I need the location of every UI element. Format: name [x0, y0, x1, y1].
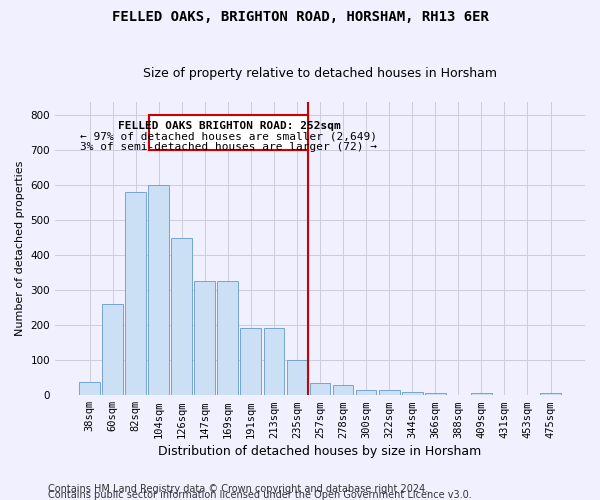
Bar	[402, 392, 422, 395]
Bar	[79, 382, 100, 395]
Bar	[148, 186, 169, 395]
Text: FELLED OAKS, BRIGHTON ROAD, HORSHAM, RH13 6ER: FELLED OAKS, BRIGHTON ROAD, HORSHAM, RH1…	[112, 10, 488, 24]
Bar	[379, 390, 400, 395]
Bar	[540, 394, 561, 395]
Bar	[102, 304, 123, 395]
Text: FELLED OAKS BRIGHTON ROAD: 252sqm: FELLED OAKS BRIGHTON ROAD: 252sqm	[118, 120, 340, 130]
Title: Size of property relative to detached houses in Horsham: Size of property relative to detached ho…	[143, 66, 497, 80]
Bar	[194, 280, 215, 395]
Bar	[356, 390, 376, 395]
Bar	[310, 383, 331, 395]
Bar	[425, 394, 446, 395]
Bar	[287, 360, 307, 395]
Text: 3% of semi-detached houses are larger (72) →: 3% of semi-detached houses are larger (7…	[80, 142, 377, 152]
Text: Contains HM Land Registry data © Crown copyright and database right 2024.: Contains HM Land Registry data © Crown c…	[48, 484, 428, 494]
Bar	[471, 394, 492, 395]
Text: Contains public sector information licensed under the Open Government Licence v3: Contains public sector information licen…	[48, 490, 472, 500]
Y-axis label: Number of detached properties: Number of detached properties	[15, 160, 25, 336]
Bar	[263, 328, 284, 395]
Text: ← 97% of detached houses are smaller (2,649): ← 97% of detached houses are smaller (2,…	[80, 131, 377, 141]
X-axis label: Distribution of detached houses by size in Horsham: Distribution of detached houses by size …	[158, 444, 482, 458]
Bar	[125, 192, 146, 395]
Bar	[172, 238, 192, 395]
Bar	[332, 384, 353, 395]
Bar	[149, 116, 308, 150]
Bar	[217, 280, 238, 395]
Bar	[241, 328, 261, 395]
